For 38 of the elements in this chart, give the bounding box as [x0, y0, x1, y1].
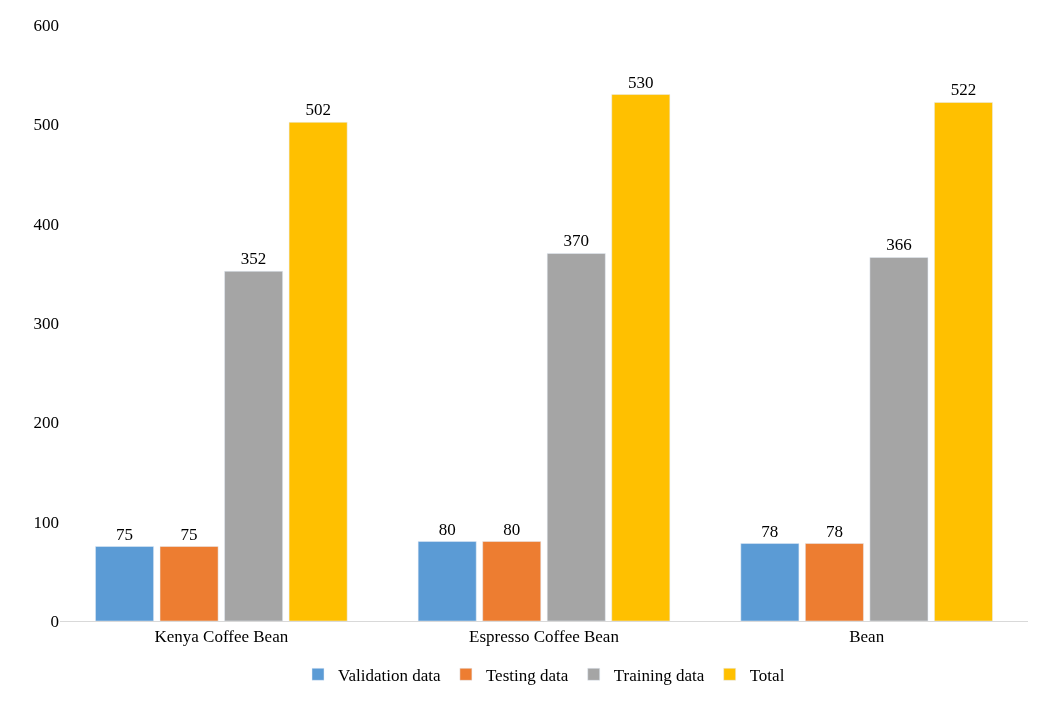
- y-tick-label: 0: [50, 611, 59, 631]
- y-tick-label: 500: [33, 115, 59, 135]
- data-label: 80: [503, 519, 521, 539]
- bar: [546, 253, 606, 621]
- y-tick-label: 400: [33, 214, 59, 234]
- data-label: 80: [438, 519, 456, 539]
- legend-label: Testing data: [485, 665, 569, 685]
- y-tick-label: 300: [33, 313, 59, 333]
- legend-label: Training data: [613, 665, 705, 685]
- legend-label: Total: [749, 665, 785, 685]
- data-label: 78: [825, 521, 843, 541]
- data-label: 366: [886, 235, 912, 255]
- x-tick-label: Kenya Coffee Bean: [154, 627, 289, 647]
- bar: [288, 122, 348, 621]
- bar: [740, 543, 800, 621]
- data-label: 75: [116, 524, 134, 544]
- bar: [611, 94, 671, 621]
- bar: [224, 271, 283, 621]
- x-tick-label: Espresso Coffee Bean: [469, 627, 620, 647]
- y-tick-label: 100: [33, 512, 59, 532]
- bar: [482, 541, 542, 621]
- data-label: 78: [761, 521, 779, 541]
- y-tick-label: 200: [33, 413, 59, 433]
- data-label: 502: [305, 100, 331, 120]
- data-label: 522: [950, 80, 977, 100]
- data-label: 530: [628, 72, 654, 92]
- x-tick-label: Bean: [849, 627, 885, 647]
- bar: [934, 102, 993, 621]
- legend-label: Validation data: [338, 665, 441, 685]
- bar: [805, 543, 864, 621]
- data-label: 352: [240, 249, 267, 269]
- y-tick-label: 600: [33, 15, 59, 35]
- bar: [95, 546, 154, 621]
- bar: [869, 257, 929, 621]
- bar: [417, 541, 477, 621]
- bar: [159, 546, 219, 621]
- data-label: 370: [563, 231, 590, 251]
- data-label: 75: [180, 524, 198, 544]
